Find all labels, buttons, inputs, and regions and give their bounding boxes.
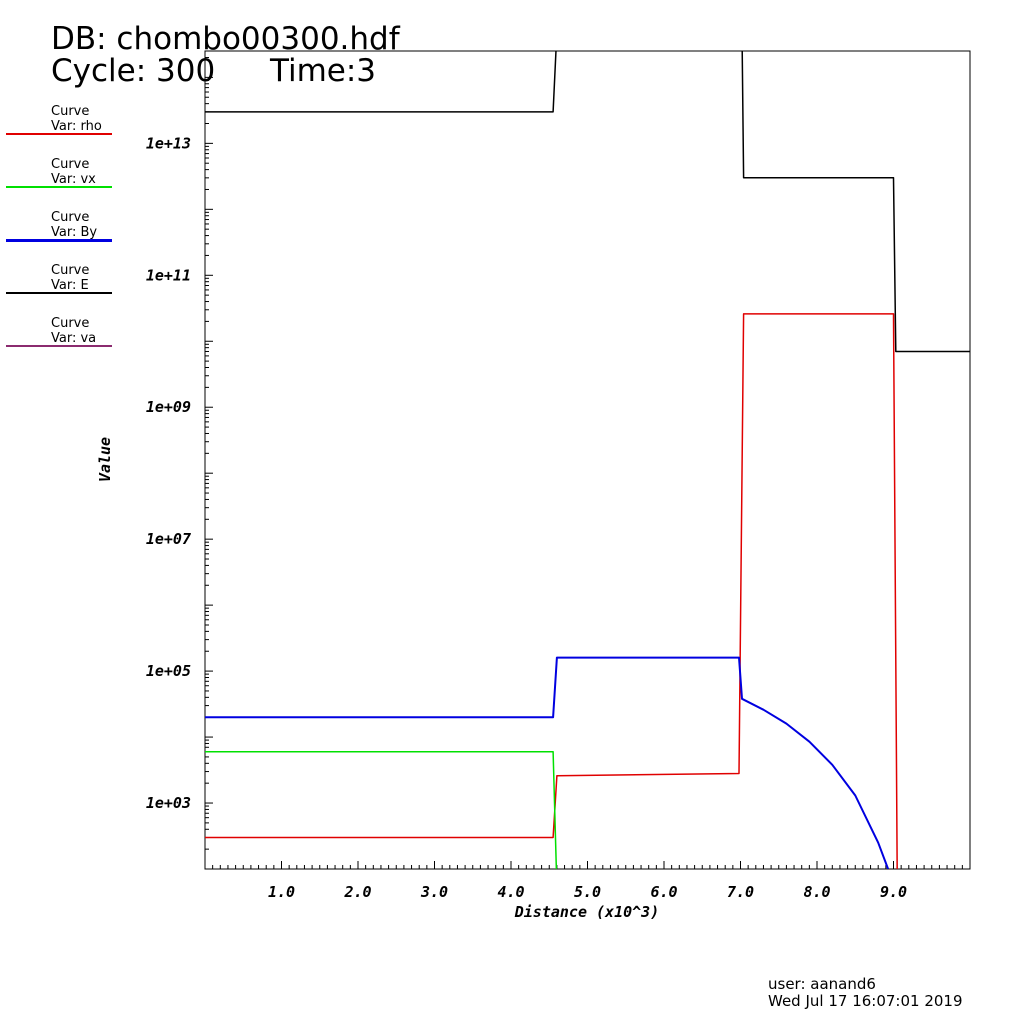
y-axis-title: Value [96, 437, 114, 482]
legend-var-vx: Var: vx [51, 172, 96, 187]
series-line-e [205, 51, 970, 353]
plot-frame [204, 50, 971, 870]
y-tick-label: 1e+09 [146, 398, 191, 416]
x-tick-label: 4.0 [497, 883, 524, 901]
x-tick-label: 7.0 [727, 883, 754, 901]
x-axis-title: Distance (x10^3) [514, 903, 660, 921]
y-tick-label: 1e+03 [146, 794, 191, 812]
y-tick-label: 1e+07 [146, 530, 191, 548]
legend-var-rho: Var: rho [51, 119, 102, 134]
time-label: Time:3 [270, 53, 377, 89]
legend-swatch-by [6, 239, 112, 242]
x-tick-label: 1.0 [268, 883, 295, 901]
x-tick-label: 3.0 [420, 883, 448, 901]
legend-swatch-va [6, 345, 112, 347]
footer-user: user: aanand6 [768, 975, 876, 993]
legend-title-va: Curve [51, 316, 90, 331]
x-tick-label: 6.0 [650, 883, 677, 901]
legend-var-va: Var: va [51, 331, 97, 346]
legend-swatch-vx [6, 186, 112, 188]
legend-swatch-e [6, 292, 112, 294]
x-tick-label: 9.0 [880, 883, 907, 901]
legend-title-vx: Curve [51, 157, 90, 172]
series-line-rho [205, 313, 898, 869]
footer-date: Wed Jul 17 16:07:01 2019 [768, 992, 963, 1010]
legend-title-by: Curve [51, 210, 90, 225]
legend-title-e: Curve [51, 263, 90, 278]
x-tick-label: 2.0 [343, 883, 371, 901]
legend-var-e: Var: E [51, 278, 89, 293]
y-tick-label: 1e+05 [146, 662, 191, 680]
legend-title-rho: Curve [51, 104, 90, 119]
series-group [205, 51, 970, 869]
x-tick-label: 8.0 [803, 883, 830, 901]
database-title: DB: chombo00300.hdf [51, 21, 400, 57]
legend-var-by: Var: By [51, 225, 98, 240]
y-tick-label: 1e+11 [146, 266, 191, 284]
legend-swatch-rho [6, 133, 112, 135]
series-line-vx [205, 750, 558, 869]
series-line-by [205, 656, 890, 869]
y-tick-label: 1e+13 [146, 134, 191, 152]
x-tick-label: 5.0 [574, 883, 601, 901]
